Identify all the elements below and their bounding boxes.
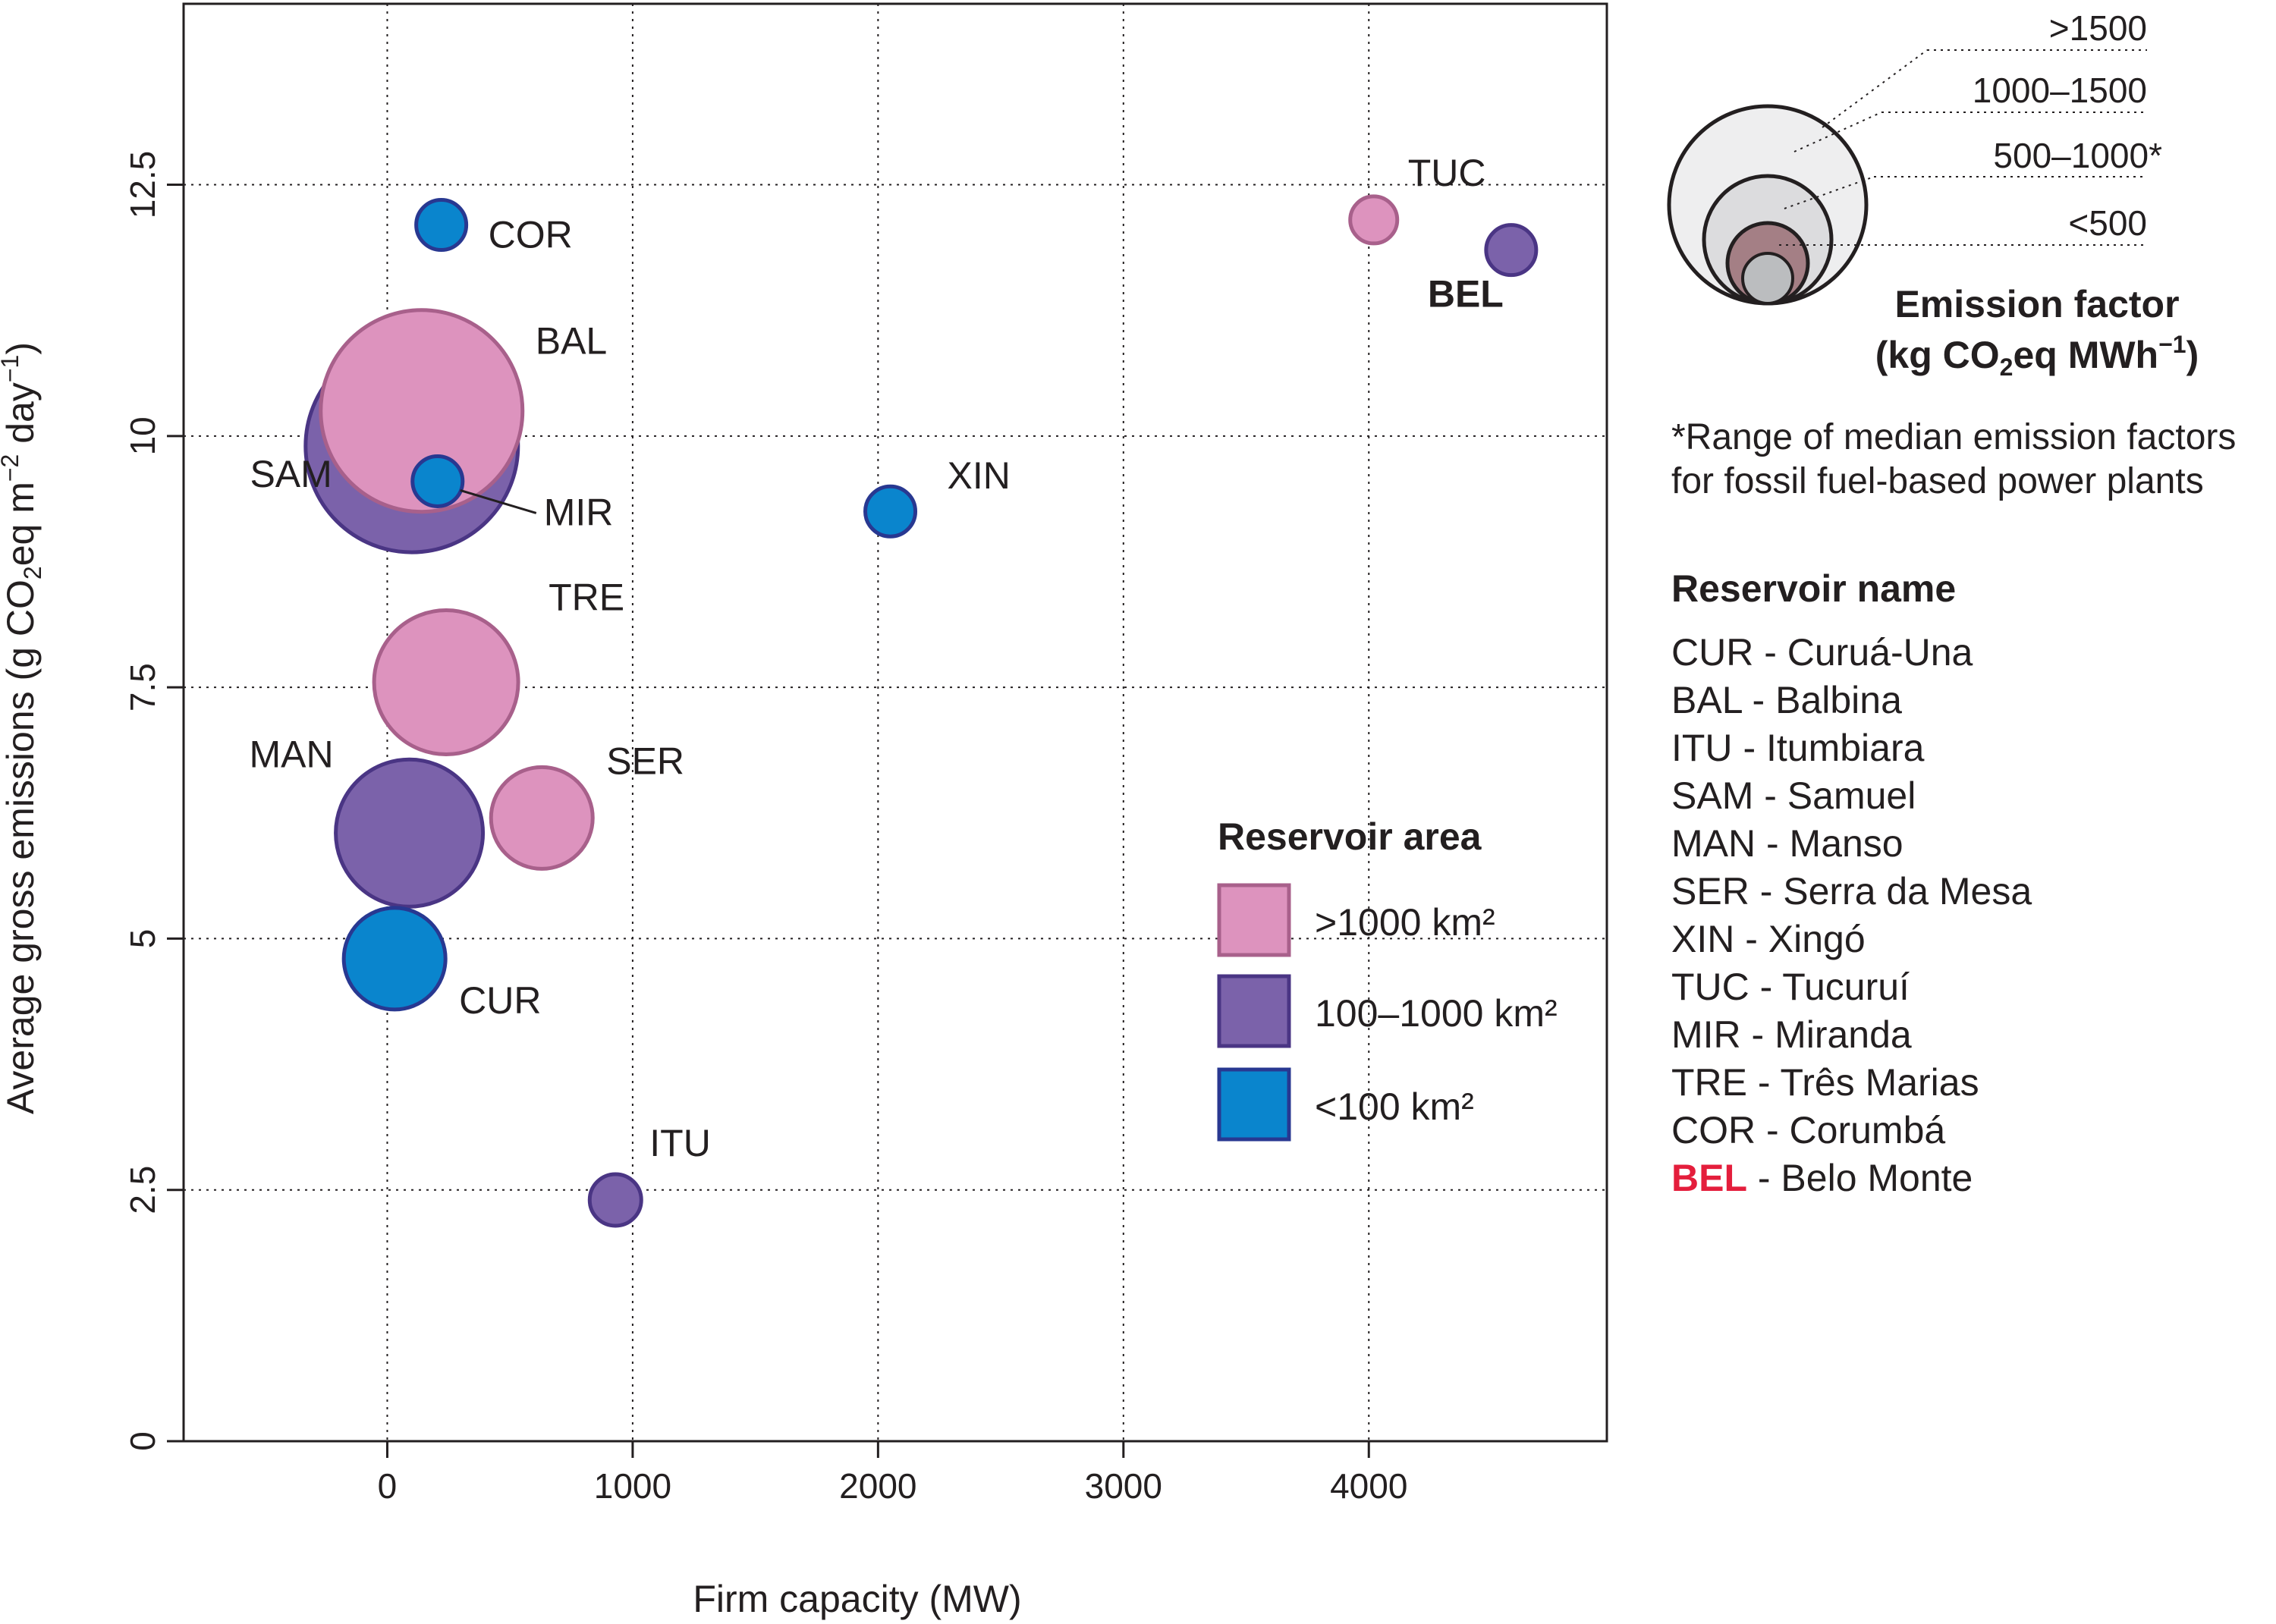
reservoir-name-bel: BEL - Belo Monte (1671, 1157, 1973, 1199)
bubble-ser (489, 765, 595, 871)
y-axis-title: Average gross emissions (g CO2eq m−2 day… (0, 342, 46, 1114)
area-legend-title: Reservoir area (1218, 815, 1482, 858)
reservoir-name-man: MAN - Manso (1671, 822, 1903, 865)
x-axis-title: Firm capacity (MW) (693, 1578, 1021, 1620)
point-label-xin: XIN (948, 454, 1011, 497)
ef-leader-1000-1500 (1793, 112, 1882, 152)
area-legend-swatch-large (1217, 883, 1291, 957)
area-legend-label-small: <100 km² (1315, 1085, 1474, 1128)
point-label-itu: ITU (649, 1122, 711, 1164)
bubble-itu (587, 1172, 643, 1228)
reservoir-name-list: CUR - Curuá-Una BAL - Balbina ITU - Itumbi… (1671, 631, 2032, 1199)
point-label-bel: BEL (1428, 273, 1504, 316)
y-tick-label: 5 (123, 929, 162, 949)
x-tick-label: 2000 (839, 1466, 916, 1506)
y-tick-label: 7.5 (123, 663, 162, 711)
y-tick-label: 12.5 (123, 151, 162, 219)
mir-leader-line (460, 489, 537, 514)
point-label-cor: COR (489, 214, 573, 256)
bubble-xin (863, 484, 918, 539)
x-tick-label: 1000 (594, 1466, 671, 1506)
ef-legend-units: (kg CO2eq MWh−1) (1875, 331, 2199, 381)
reservoir-name-tre: TRE - Três Marias (1671, 1061, 1979, 1104)
bubble-bel (1484, 223, 1539, 278)
point-label-bal: BAL (536, 320, 608, 363)
reservoir-name-mir: MIR - Miranda (1671, 1013, 1912, 1056)
reservoir-name-tuc: TUC - Tucuruí (1671, 966, 1910, 1008)
reservoir-name-itu: ITU - Itumbiara (1671, 727, 1925, 769)
point-labels: SAM BAL MIR COR TRE MAN SER CUR ITU XIN TUC BEL (249, 152, 1503, 1164)
reservoir-name-cur: CUR - Curuá-Una (1671, 631, 1973, 674)
x-tick-label: 3000 (1085, 1466, 1162, 1506)
x-tick-label: 4000 (1330, 1466, 1407, 1506)
point-label-cur: CUR (459, 979, 541, 1022)
ef-label-over-1500: >1500 (2049, 8, 2147, 48)
footnote-line-2: for fossil fuel-based power plants (1671, 461, 2204, 501)
bubble-mir (410, 454, 465, 508)
reservoir-name-sam: SAM - Samuel (1671, 774, 1916, 817)
point-label-tre: TRE (549, 576, 624, 618)
bubble-tuc (1348, 194, 1400, 246)
ef-legend-title: Emission factor (1894, 283, 2179, 325)
names-title: Reservoir name (1671, 567, 1956, 610)
point-label-mir: MIR (544, 491, 614, 533)
area-legend: Reservoir area >1000 km² 100–1000 km² <1… (1217, 815, 1558, 1142)
x-tick-label: 0 (378, 1466, 398, 1506)
reservoir-name-xin: XIN - Xingó (1671, 918, 1866, 960)
bubble-cor (414, 198, 469, 253)
bubbles (303, 194, 1539, 1228)
area-legend-label-large: >1000 km² (1315, 901, 1495, 944)
ef-leader-500-1000 (1784, 176, 1875, 209)
reservoir-name-ser: SER - Serra da Mesa (1671, 870, 2032, 913)
bubble-cur (341, 906, 448, 1012)
emission-factor-legend: >1500 1000–1500 500–1000* <500 Emission … (1667, 8, 2199, 381)
ef-label-500-1000: 500–1000* (1993, 136, 2162, 175)
ef-label-under-500: <500 (2068, 203, 2147, 243)
axis-ticks: 0 1000 2000 3000 4000 0 2.5 5 7.5 10 12.5 (123, 151, 1407, 1506)
point-label-ser: SER (606, 740, 684, 782)
plot-frame (182, 2, 1608, 1443)
y-tick-label: 0 (123, 1431, 162, 1451)
ef-label-1000-1500: 1000–1500 (1973, 71, 2147, 110)
ef-leader-over-1500 (1822, 49, 1928, 128)
point-label-man: MAN (249, 733, 333, 775)
reservoir-name-cor: COR - Corumbá (1671, 1109, 1945, 1151)
area-legend-swatch-small (1217, 1067, 1291, 1142)
point-label-sam: SAM (250, 453, 332, 495)
bubble-man (334, 757, 486, 909)
ef-circle-under-500 (1741, 252, 1794, 305)
area-legend-swatch-mid (1217, 974, 1291, 1048)
footnote-line-1: *Range of median emission factors (1671, 417, 2236, 457)
point-label-tuc: TUC (1408, 152, 1486, 194)
y-tick-label: 10 (123, 416, 162, 455)
y-tick-label: 2.5 (123, 1166, 162, 1214)
bubble-bal (319, 308, 525, 514)
area-legend-label-mid: 100–1000 km² (1315, 992, 1558, 1035)
bubble-tre (372, 608, 520, 756)
reservoir-name-bal: BAL - Balbina (1671, 679, 1902, 721)
